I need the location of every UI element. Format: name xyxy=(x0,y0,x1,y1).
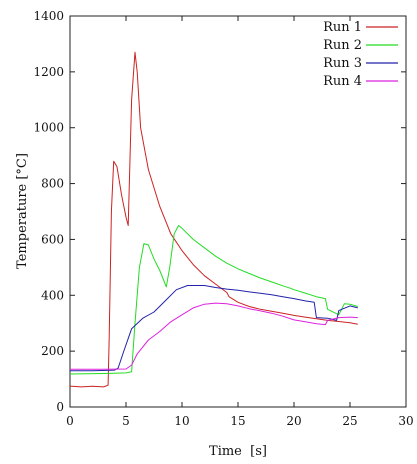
legend-label-run-4: Run 4 xyxy=(323,74,362,89)
ticks xyxy=(69,15,407,408)
x-tick-label: 5 xyxy=(122,414,130,428)
y-tick-label: 0 xyxy=(56,400,64,414)
y-tick-label: 800 xyxy=(41,177,64,191)
y-tick-label: 200 xyxy=(41,344,64,358)
y-axis-label: Temperature [°C] xyxy=(15,153,30,269)
y-tick-label: 1400 xyxy=(33,9,64,23)
x-tick-label: 15 xyxy=(230,414,245,428)
y-tick-label: 400 xyxy=(41,288,64,302)
x-tick-label: 0 xyxy=(66,414,74,428)
series-line-run-3 xyxy=(70,285,358,372)
series-lines xyxy=(69,51,358,388)
legend: Run 1 Run 2 Run 3 Run 4 xyxy=(323,20,398,89)
y-tick-label: 1200 xyxy=(33,65,64,79)
x-tick-label: 10 xyxy=(174,414,189,428)
legend-label-run-3: Run 3 xyxy=(323,56,362,71)
series-line-run-1 xyxy=(69,51,358,388)
x-axis-label: Time [s] xyxy=(209,444,267,459)
y-tick-labels: 0 200 400 600 800 1000 1200 1400 xyxy=(33,9,64,414)
legend-label-run-1: Run 1 xyxy=(323,20,362,35)
x-tick-labels: 0 5 10 15 20 25 30 xyxy=(66,414,413,428)
legend-label-run-2: Run 2 xyxy=(323,38,362,53)
y-tick-label: 600 xyxy=(41,232,64,246)
x-tick-label: 20 xyxy=(286,414,301,428)
x-tick-label: 30 xyxy=(398,414,413,428)
y-tick-label: 1000 xyxy=(33,121,64,135)
series-line-run-4 xyxy=(70,302,358,370)
series-line-run-2 xyxy=(69,225,358,375)
x-tick-label: 25 xyxy=(342,414,357,428)
